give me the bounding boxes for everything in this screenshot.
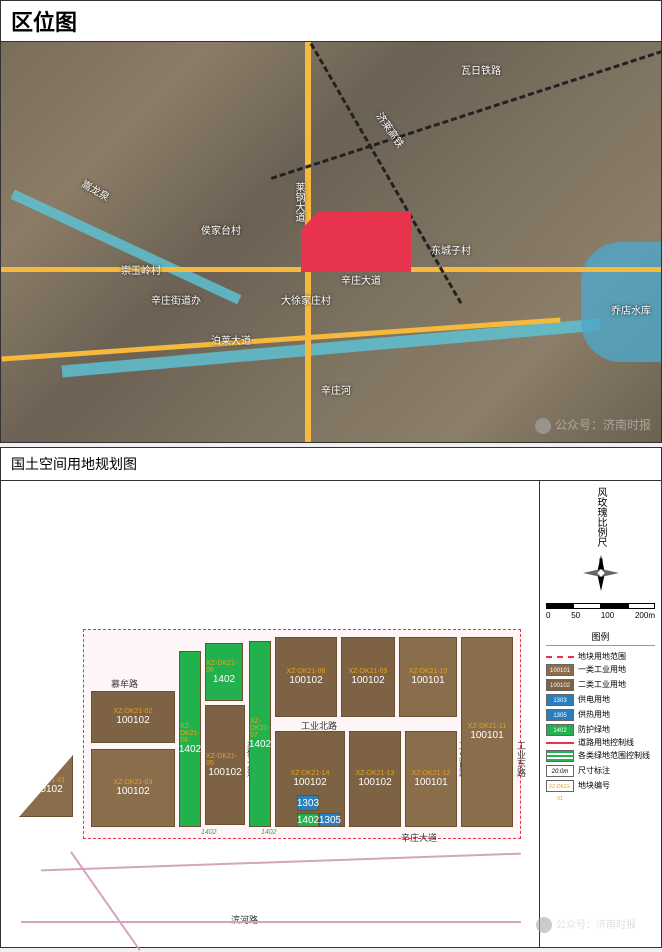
legend-item: 地块用地范围 [546,653,655,661]
panel1-title: 区位图 [1,1,661,42]
parcel: XZ-DK21-09100102 [341,637,395,717]
parcel: 1303 [297,795,319,811]
watermark: 公众号：济南时报 [535,416,651,434]
legend-item: 道路用地控制线 [546,739,655,747]
location-map-panel: 区位图 项目位置 莱钢大道 辛庄大道 侯家台村 东城子村 大徐家庄村 乔店水库 … [0,0,662,443]
parcel: 1305 [319,813,341,827]
parcel: 1402 [297,813,319,827]
legend-item: 100101一类工业用地 [546,664,655,676]
legend-item: XZ-DK21-01地块编号 [546,780,655,792]
legend-item: 1303供电用地 [546,694,655,706]
scale-bar [546,603,655,609]
parcel: XZ-DK21-03100102 [91,749,175,827]
scale-title: 风玫瑰比例尺 [593,487,608,547]
parcel: XZ-DK21-12100101 [405,731,457,827]
compass-icon: N [546,553,655,595]
parcel: XZ-DK21-10100101 [399,637,457,717]
parcel: XZ-DK21-11100101 [461,637,513,827]
svg-text:N: N [598,559,602,565]
legend-item: 20.0m尺寸标注 [546,765,655,777]
parcel: XZ-DK21-02100102 [91,691,175,743]
legend-item: 各类绿地范围控制线 [546,750,655,762]
panel2-title: 国土空间用地规划图 [1,448,661,481]
satellite-map: 项目位置 莱钢大道 辛庄大道 侯家台村 东城子村 大徐家庄村 乔店水库 辛庄街道… [1,42,661,442]
parcel: XZ-DK21-13100102 [349,731,401,827]
legend-item: 1402防护绿地 [546,724,655,736]
project-site-marker [301,212,411,272]
parcel: XZ-DK21-01100102 [19,755,73,817]
legend-item: 100102二类工业用地 [546,679,655,691]
legend-item: 1305供热用地 [546,709,655,721]
parcel: XZ-DK21-071402 [249,641,271,827]
parcel: XZ-DK21-08100102 [275,637,337,717]
parcel: XZ-DK21-05100102 [205,705,245,825]
parcel: XZ-DK21-041402 [179,651,201,827]
parcel: XZ-DK21-061402 [205,643,243,701]
plan-drawing: 慕牟路 工业北路 辛庄大道 滨河路 莱钢大道 工业西路 工业东路 1402 14… [1,481,539,947]
landuse-plan-panel: 国土空间用地规划图 慕牟路 工业北路 辛庄大道 滨河路 莱钢大道 工业西路 工业… [0,447,662,948]
legend-title: 图例 [546,628,655,646]
legend-panel: 风玫瑰比例尺 N 050100200m 图例 地块用地范围100101一类工业用… [539,481,661,947]
